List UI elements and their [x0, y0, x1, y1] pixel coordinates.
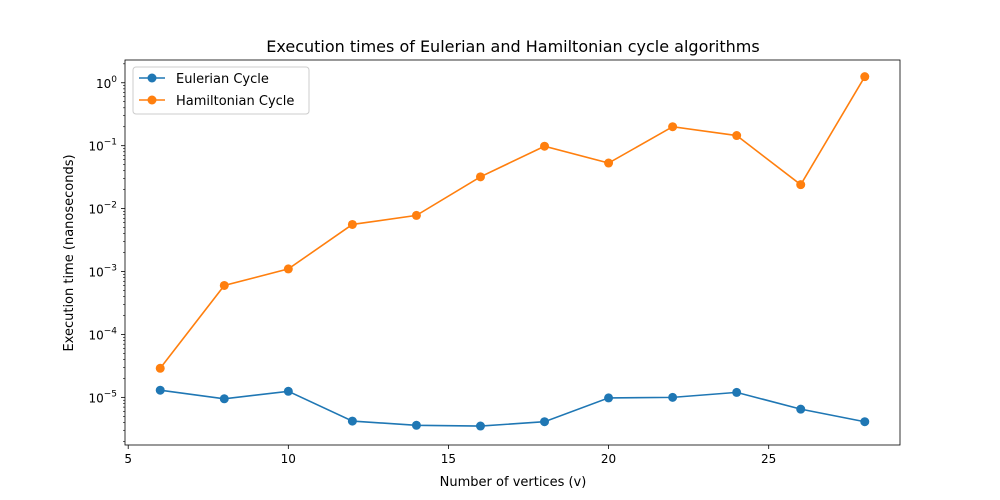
data-point-eulerian-cycle: [796, 404, 806, 414]
y-tick-exponent: −2: [104, 201, 117, 211]
legend-label: Hamiltonian Cycle: [176, 94, 294, 109]
y-tick-exponent: 0: [111, 75, 117, 85]
y-tick-base: 10: [88, 266, 103, 280]
data-point-eulerian-cycle: [860, 417, 870, 427]
x-tick-label: 10: [281, 452, 296, 466]
legend-marker: [147, 95, 157, 105]
data-point-eulerian-cycle: [219, 394, 229, 404]
y-tick-label: 10−3: [88, 264, 117, 280]
data-point-hamiltonian-cycle: [283, 264, 293, 274]
x-axis-ticks: 5 10 15 20 25: [124, 445, 776, 466]
legend-box: [132, 66, 310, 115]
y-tick-exponent: −1: [104, 138, 117, 148]
plot-area: [125, 60, 900, 445]
data-point-hamiltonian-cycle: [796, 180, 806, 190]
y-tick-exponent: −3: [104, 264, 117, 274]
series-line-hamiltonian-cycle: [159, 76, 866, 369]
chart-title: Execution times of Eulerian and Hamilton…: [266, 37, 759, 56]
y-tick-base: 10: [88, 391, 103, 405]
x-axis-label: Number of vertices (v): [440, 475, 587, 490]
y-tick-label: 10−2: [88, 201, 117, 217]
data-point-eulerian-cycle: [668, 392, 678, 402]
y-tick-label: 100: [96, 75, 117, 91]
data-point-hamiltonian-cycle: [604, 158, 614, 168]
legend-marker: [147, 73, 157, 83]
data-point-hamiltonian-cycle: [411, 210, 421, 220]
series-layer: [155, 72, 870, 431]
y-tick-exponent: −5: [104, 389, 117, 399]
data-point-hamiltonian-cycle: [668, 122, 678, 132]
data-point-eulerian-cycle: [732, 387, 742, 397]
y-tick-exponent: −4: [104, 326, 118, 336]
legend: Eulerian Cycle Hamiltonian Cycle: [132, 66, 310, 115]
data-point-eulerian-cycle: [283, 386, 293, 396]
data-point-eulerian-cycle: [540, 417, 550, 427]
data-point-hamiltonian-cycle: [219, 280, 229, 290]
data-point-eulerian-cycle: [604, 393, 614, 403]
y-tick-base: 10: [88, 328, 103, 342]
y-tick-base: 10: [96, 77, 111, 91]
series-line-eulerian-cycle: [160, 389, 865, 427]
y-tick-label: 10−5: [88, 389, 117, 405]
data-point-hamiltonian-cycle: [732, 131, 742, 141]
data-point-eulerian-cycle: [475, 421, 485, 431]
y-tick-base: 10: [88, 203, 103, 217]
data-point-hamiltonian-cycle: [155, 363, 165, 373]
x-tick-label: 15: [441, 452, 456, 466]
x-tick-label: 5: [124, 452, 132, 466]
data-point-hamiltonian-cycle: [860, 72, 870, 82]
data-point-eulerian-cycle: [155, 385, 165, 395]
x-tick-label: 25: [761, 452, 776, 466]
data-point-hamiltonian-cycle: [540, 141, 550, 151]
legend-label: Eulerian Cycle: [176, 72, 269, 87]
y-tick-base: 10: [88, 140, 103, 154]
y-tick-label: 10−4: [88, 326, 117, 342]
y-tick-label: 10−1: [88, 138, 117, 154]
data-point-eulerian-cycle: [411, 420, 421, 430]
y-axis-label: Execution time (nanoseconds): [62, 154, 77, 351]
data-point-eulerian-cycle: [347, 416, 357, 426]
x-tick-label: 20: [601, 452, 616, 466]
data-point-hamiltonian-cycle: [347, 219, 357, 229]
data-point-hamiltonian-cycle: [475, 172, 485, 182]
